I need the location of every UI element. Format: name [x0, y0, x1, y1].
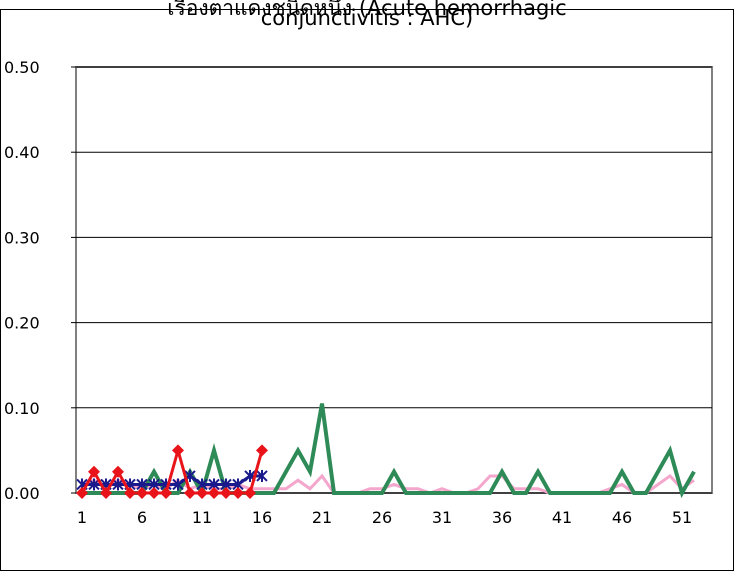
x-tick-label: 41 [552, 508, 572, 527]
series-point-4 [208, 487, 220, 499]
y-tick-label: 0.00 [4, 484, 40, 503]
y-tick-label: 0.30 [4, 228, 40, 247]
x-tick-label: 31 [432, 508, 452, 527]
series-point-4 [172, 444, 184, 457]
series-point-4 [244, 487, 256, 499]
series-point-4 [136, 487, 148, 499]
series-point-3 [256, 469, 268, 482]
series-point-4 [220, 487, 232, 499]
y-tick-label: 0.10 [4, 399, 40, 418]
y-tick-label: 0.50 [4, 58, 40, 77]
x-tick-label: 6 [137, 508, 147, 527]
series-point-4 [112, 465, 124, 478]
series-point-4 [232, 487, 244, 499]
series-point-4 [184, 487, 196, 499]
chart-title-line-2: conjunctivitis : AHC) [260, 6, 474, 30]
x-tick-label: 26 [372, 508, 392, 527]
x-tick-label: 11 [192, 508, 212, 527]
series-line-2 [82, 403, 696, 499]
y-tick-label: 0.40 [4, 143, 40, 162]
series-point-3 [172, 478, 184, 491]
series-point-4 [100, 487, 112, 499]
series-point-4 [124, 487, 136, 499]
x-tick-label: 1 [77, 508, 87, 527]
series-point-4 [196, 487, 208, 499]
axis-layer: 0.000.100.200.300.400.501 6 11 16 21 26 31 36 41… [4, 58, 712, 527]
series-point-4 [148, 487, 160, 499]
series-point-4 [160, 487, 172, 499]
x-tick-label: 21 [312, 508, 332, 527]
x-tick-label: 46 [612, 508, 632, 527]
plot-area [75, 66, 713, 494]
series-layer [76, 403, 696, 499]
grid-layer [75, 66, 713, 494]
series-point-4 [88, 465, 100, 478]
series-point-3 [112, 478, 124, 491]
x-tick-label: 16 [252, 508, 272, 527]
series-point-4 [256, 444, 268, 457]
series-point-3 [88, 478, 100, 491]
x-tick-label: 51 [672, 508, 692, 527]
y-tick-label: 0.20 [4, 314, 40, 333]
x-tick-label: 36 [492, 508, 512, 527]
series-point-4 [76, 487, 88, 499]
